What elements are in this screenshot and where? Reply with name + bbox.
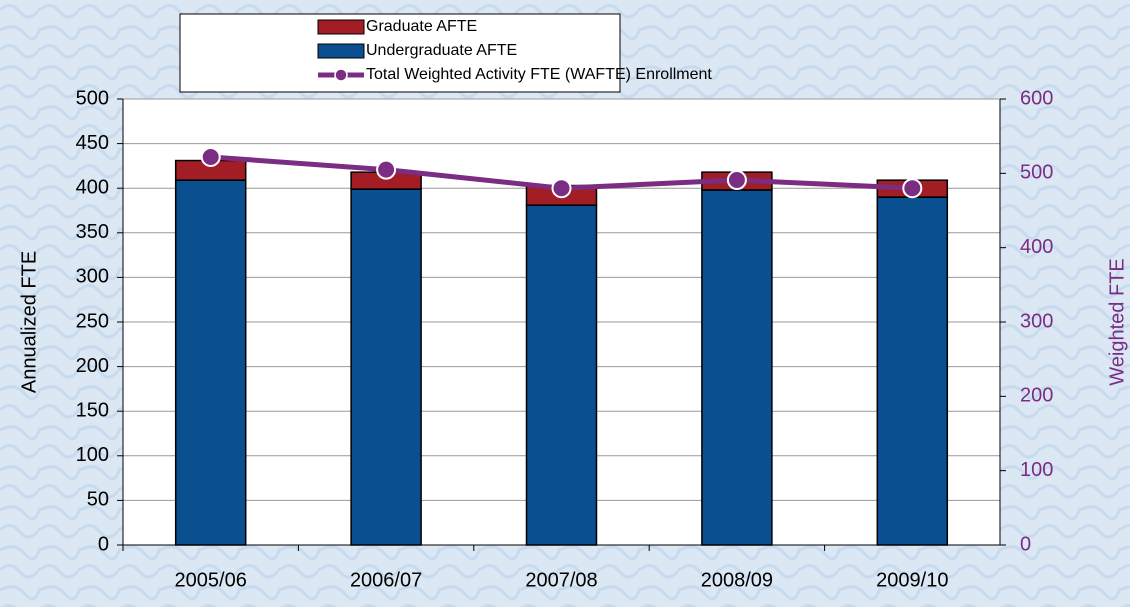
bar-segment — [525, 204, 598, 546]
line-marker — [376, 159, 397, 180]
y2-tick-label: 400 — [1020, 236, 1053, 258]
y-tick-label: 100 — [76, 444, 109, 466]
x-tick-label: 2007/08 — [525, 569, 597, 591]
legend-swatch — [317, 19, 365, 35]
y-tick-label: 200 — [76, 355, 109, 377]
y2-tick-label: 100 — [1020, 459, 1053, 481]
y-tick-label: 500 — [76, 87, 109, 109]
line-marker — [902, 178, 923, 199]
bar-segment — [350, 188, 422, 546]
legend-swatch — [334, 68, 348, 82]
x-tick-label: 2009/10 — [876, 569, 948, 591]
legend-label: Undergraduate AFTE — [366, 42, 517, 59]
y2-tick-label: 500 — [1020, 162, 1053, 184]
y-tick-label: 50 — [87, 489, 109, 511]
y-tick-label: 150 — [76, 399, 109, 421]
legend-swatch — [317, 43, 365, 59]
y-tick-label: 300 — [76, 266, 109, 288]
line-marker — [200, 146, 221, 167]
x-tick-label: 2008/09 — [701, 569, 773, 591]
y-axis-label: Annualized FTE — [18, 251, 40, 393]
y-tick-label: 400 — [76, 176, 109, 198]
y-tick-label: 350 — [76, 221, 109, 243]
y-tick-label: 450 — [76, 132, 109, 154]
legend-label: Graduate AFTE — [366, 18, 477, 35]
x-tick-label: 2006/07 — [350, 569, 422, 591]
legend-box — [179, 13, 621, 93]
bar-segment — [701, 189, 773, 546]
y2-tick-label: 600 — [1020, 87, 1053, 109]
x-tick-label: 2005/06 — [175, 569, 247, 591]
y2-tick-label: 200 — [1020, 385, 1053, 407]
y-tick-label: 250 — [76, 310, 109, 332]
line-marker — [551, 178, 572, 199]
y2-axis-label: Weighted FTE — [1106, 258, 1128, 385]
legend-label: Total Weighted Activity FTE (WAFTE) Enro… — [366, 66, 712, 83]
bar-segment — [876, 196, 949, 546]
y2-tick-label: 300 — [1020, 310, 1053, 332]
y2-tick-label: 0 — [1020, 533, 1031, 555]
y-tick-label: 0 — [98, 533, 109, 555]
line-marker — [726, 170, 747, 191]
bar-segment — [174, 179, 247, 546]
